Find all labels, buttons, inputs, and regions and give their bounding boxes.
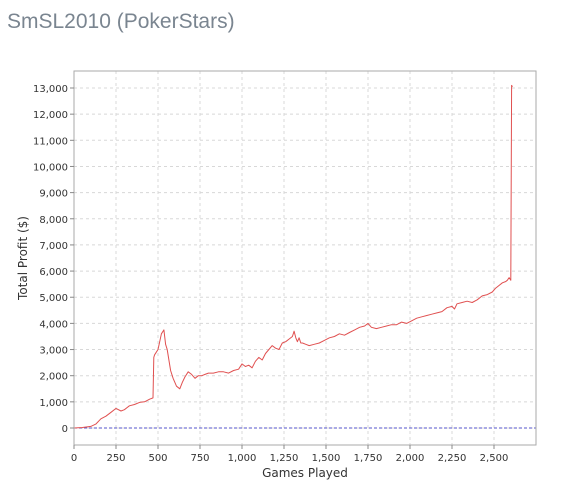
- y-tick-label: 2,000: [39, 372, 68, 383]
- y-tick-label: 5,000: [39, 293, 68, 304]
- y-tick-label: 12,000: [33, 110, 68, 121]
- x-tick-label: 1,250: [270, 453, 299, 464]
- y-tick-label: 3,000: [39, 346, 68, 357]
- y-tick-label: 10,000: [33, 162, 68, 173]
- y-tick-label: 11,000: [33, 136, 68, 147]
- y-tick-label: 9,000: [39, 189, 68, 200]
- plot-frame: [73, 70, 537, 446]
- y-tick-label: 1,000: [39, 398, 68, 409]
- x-tick-label: 500: [148, 453, 167, 464]
- x-tick-label: 2,250: [438, 453, 467, 464]
- y-tick-label: 7,000: [39, 241, 68, 252]
- y-tick-label: 13,000: [33, 84, 68, 95]
- profit-series-line: [73, 84, 513, 429]
- y-tick-label: 6,000: [39, 267, 68, 278]
- x-tick-label: 0: [71, 453, 77, 464]
- axis-ticks: 0 1,000 2,000 3,000 4,000 5,000 6,000 7,000 8,00…: [33, 84, 508, 464]
- x-tick-label: 1,750: [354, 453, 383, 464]
- x-tick-label: 750: [190, 453, 209, 464]
- y-axis-label: Total Profit ($): [16, 216, 30, 301]
- x-axis-label: Games Played: [262, 466, 348, 480]
- y-tick-label: 4,000: [39, 319, 68, 330]
- grid-lines: [73, 71, 536, 445]
- y-tick-label: 0: [62, 424, 68, 435]
- y-tick-label: 8,000: [39, 215, 68, 226]
- x-tick-label: 2,000: [396, 453, 425, 464]
- x-tick-label: 1,000: [228, 453, 257, 464]
- x-tick-label: 250: [106, 453, 125, 464]
- x-tick-label: 2,500: [480, 453, 509, 464]
- x-tick-label: 1,500: [312, 453, 341, 464]
- page-title: SmSL2010 (PokerStars): [7, 10, 235, 33]
